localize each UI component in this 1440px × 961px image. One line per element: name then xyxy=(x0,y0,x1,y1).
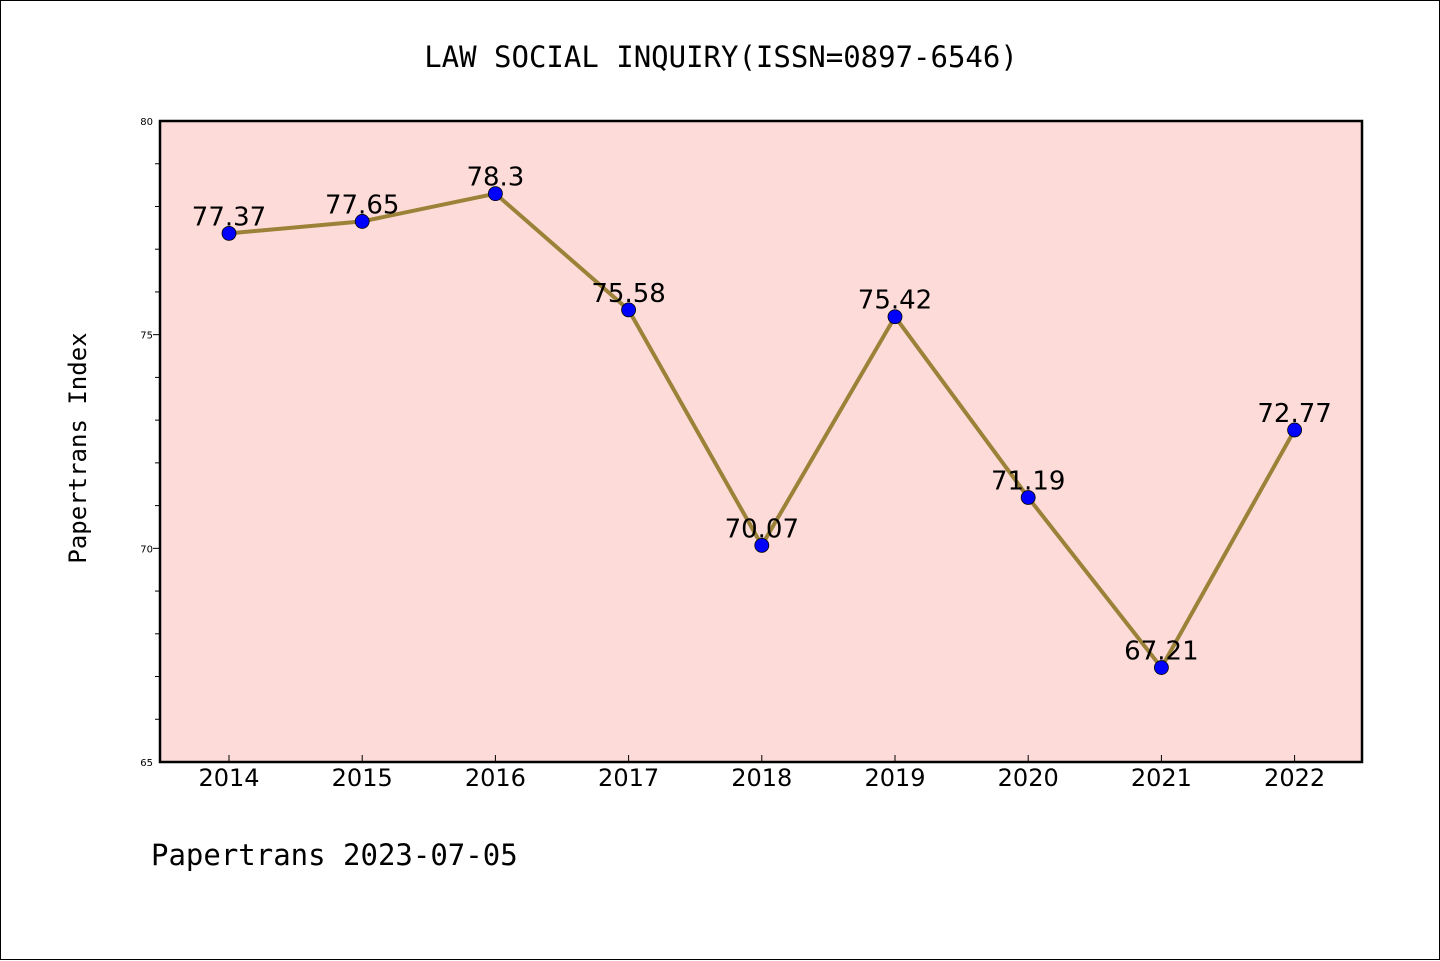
data-label: 70.07 xyxy=(725,514,799,544)
y-tick-label: 65 xyxy=(140,758,153,769)
x-tick-label: 2017 xyxy=(598,764,659,792)
x-tick-label: 2014 xyxy=(198,764,259,792)
y-axis: 65 70 75 80 xyxy=(140,117,160,769)
y-tick-label: 70 xyxy=(140,544,153,555)
x-tick-label: 2020 xyxy=(998,764,1059,792)
y-tick-label: 75 xyxy=(140,331,153,342)
data-point xyxy=(1287,422,1302,438)
y-axis-label: Papertrans Index xyxy=(64,332,92,563)
data-label: 75.58 xyxy=(591,279,665,309)
data-label: 78.3 xyxy=(466,163,524,193)
x-tick-label: 2015 xyxy=(332,764,393,792)
data-point xyxy=(221,225,237,241)
data-point xyxy=(621,302,636,318)
chart-title: LAW SOCIAL INQUIRY(ISSN=0897-6546) xyxy=(424,40,1018,74)
series-group: 77.37 77.65 78.3 75.58 70.07 75.42 71.19 67.21 7… xyxy=(192,163,1332,675)
footer-source-date: Papertrans 2023-07-05 xyxy=(151,838,518,872)
data-point xyxy=(1154,660,1169,675)
x-tick-label: 2022 xyxy=(1264,764,1325,792)
data-point xyxy=(887,309,903,325)
x-tick-label: 2021 xyxy=(1131,764,1192,792)
data-point xyxy=(354,214,370,229)
data-point xyxy=(754,537,770,553)
x-tick-label: 2018 xyxy=(731,764,792,792)
data-label: 75.42 xyxy=(858,286,932,316)
x-tick-label: 2019 xyxy=(864,764,925,792)
data-label: 77.65 xyxy=(325,190,399,220)
data-label: 77.37 xyxy=(192,202,266,232)
x-axis: 2014 2015 2016 2017 2018 2019 2020 2021 2022 xyxy=(198,755,1325,792)
x-tick-label: 2016 xyxy=(465,764,526,792)
data-point xyxy=(487,186,503,202)
data-label: 67.21 xyxy=(1124,637,1198,667)
data-point xyxy=(1020,490,1036,505)
data-label: 72.77 xyxy=(1257,399,1331,429)
data-label: 71.19 xyxy=(991,466,1065,496)
y-tick-label: 80 xyxy=(140,117,153,128)
